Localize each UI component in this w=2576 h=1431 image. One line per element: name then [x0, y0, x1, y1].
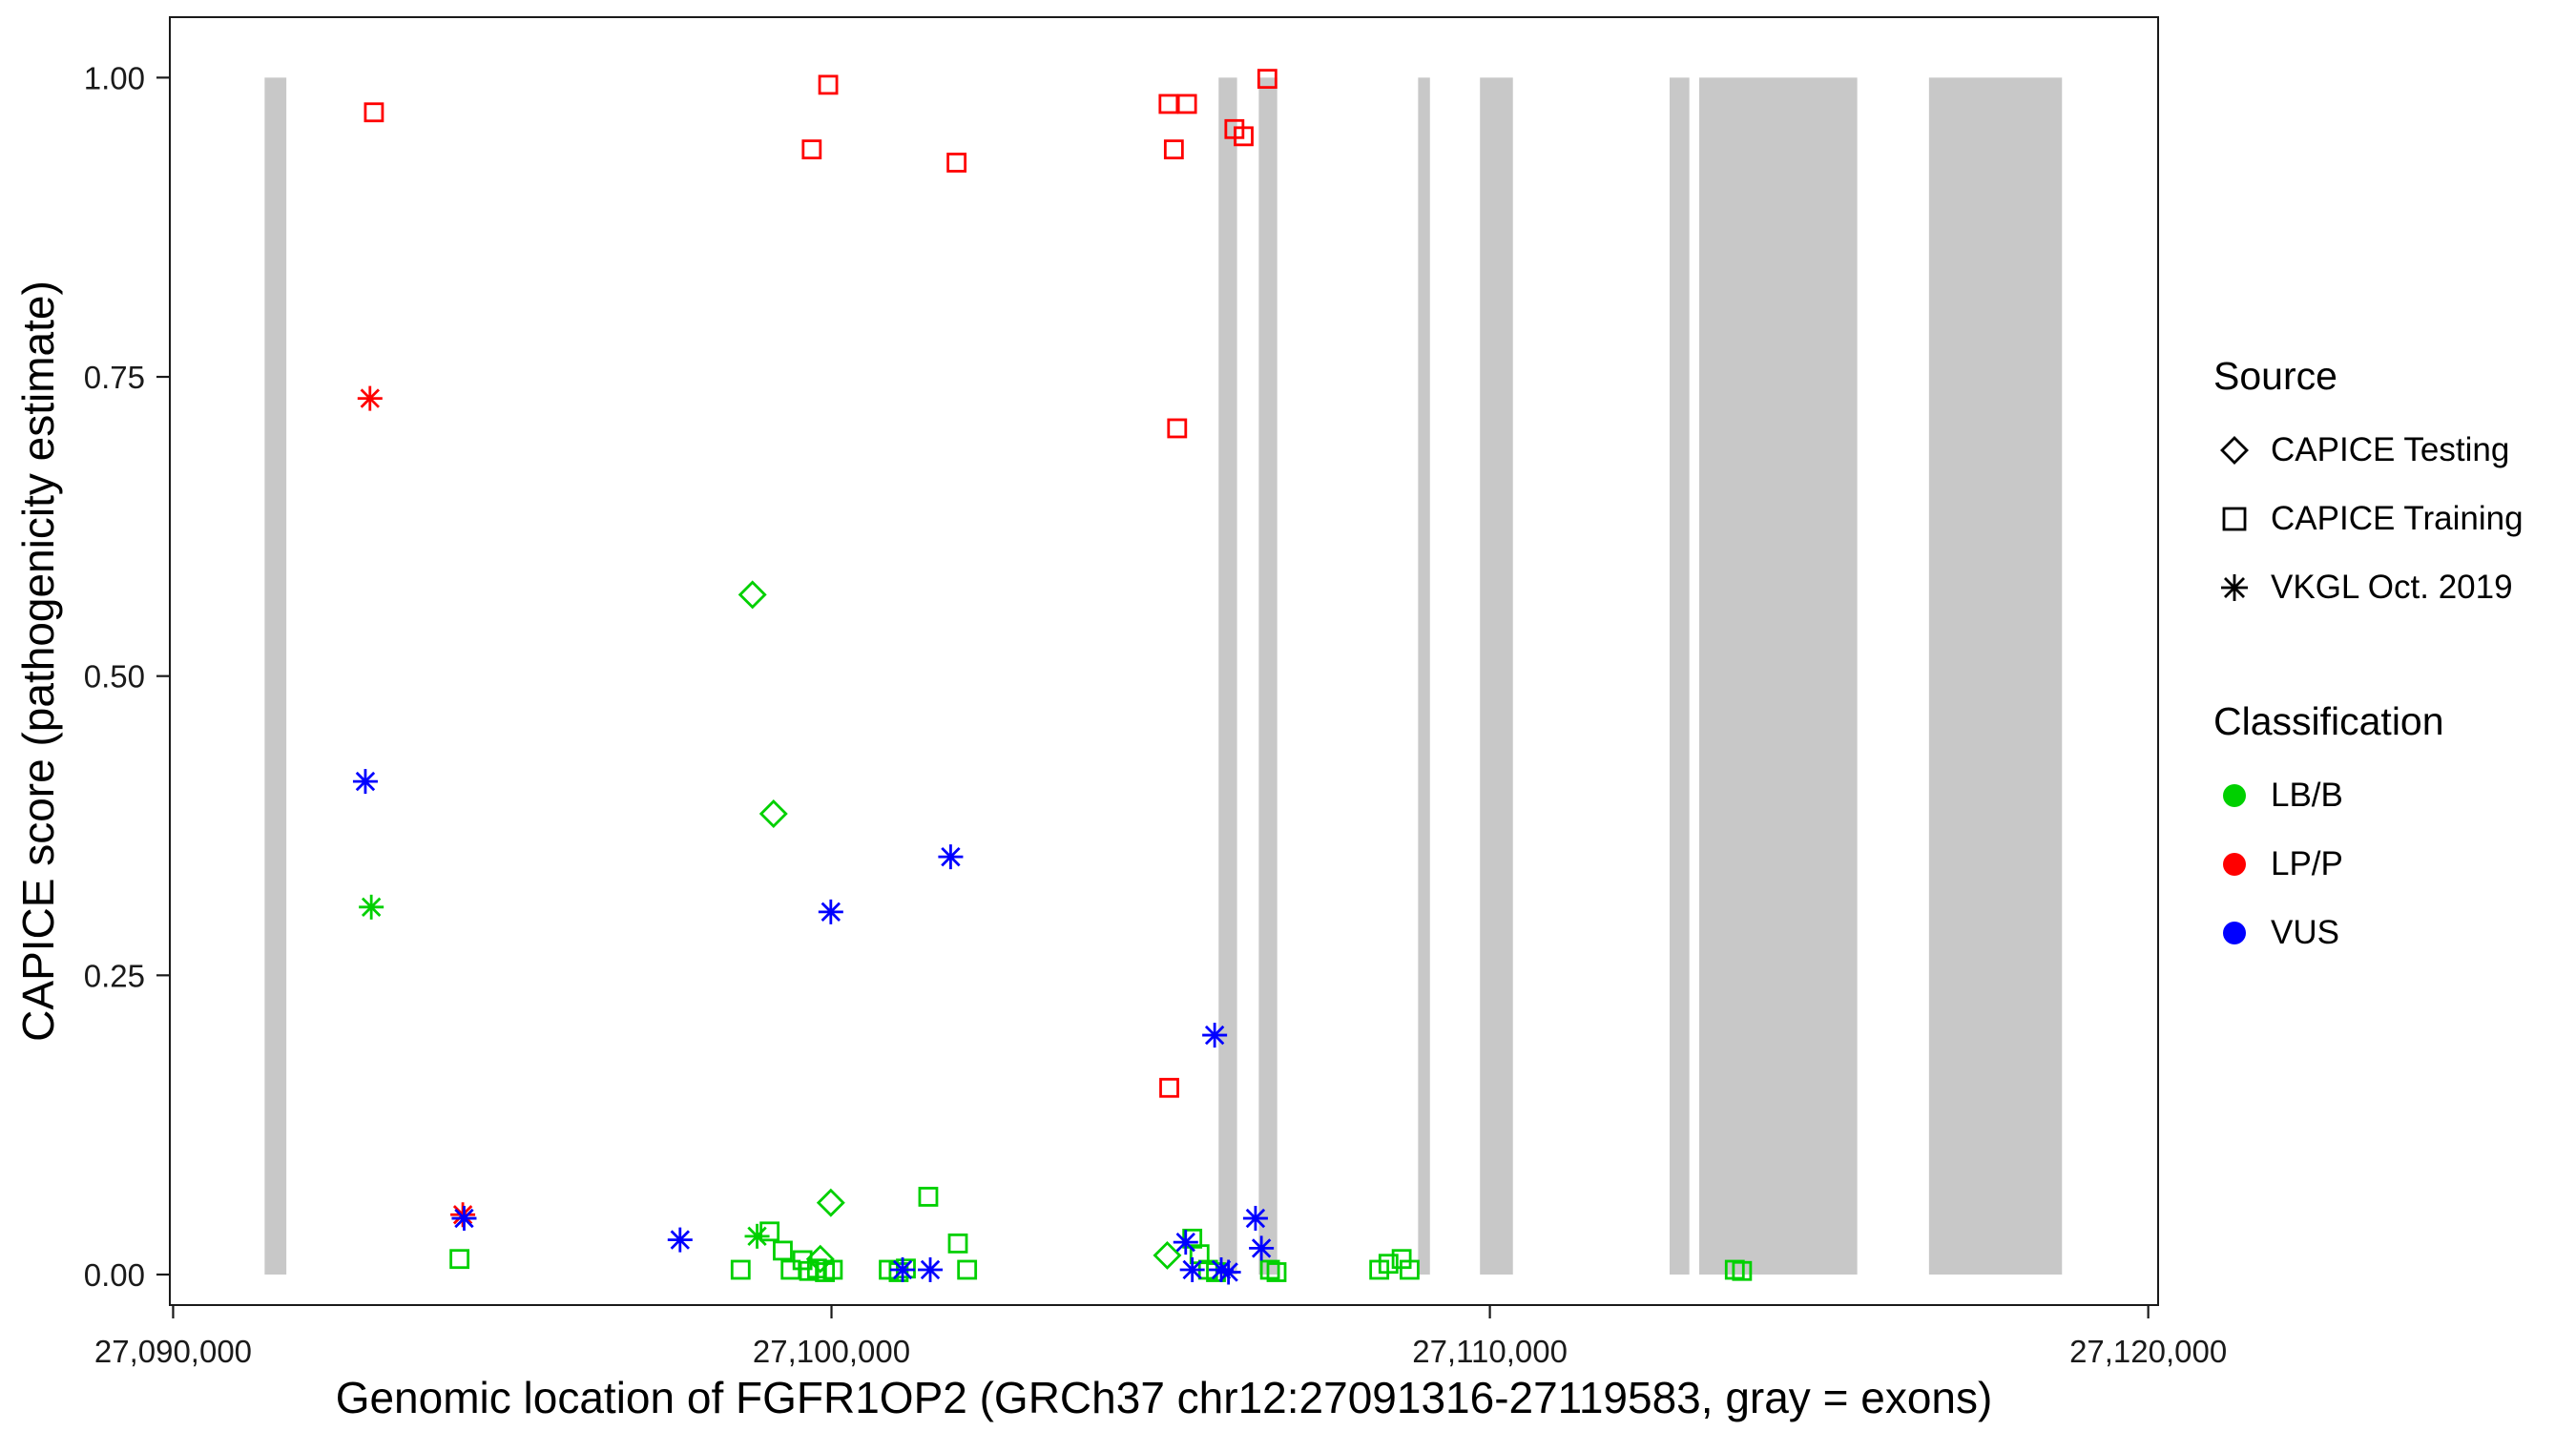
data-point-square [1399, 1259, 1420, 1280]
vus-color-dot-icon [2223, 922, 2246, 944]
data-point-square [957, 1259, 978, 1280]
legend-item-label: LP/P [2271, 845, 2343, 882]
data-point-diamond [816, 1188, 845, 1217]
data-point-square [918, 1187, 939, 1207]
data-point-square [1176, 93, 1197, 114]
panel-border [169, 16, 2159, 1306]
data-point-square [773, 1240, 793, 1261]
asterisk-icon [2221, 574, 2248, 601]
lbb-color-dot-icon [2223, 784, 2246, 807]
x-tick-label: 27,090,000 [94, 1334, 252, 1369]
data-point-asterisk [355, 771, 376, 792]
data-point-square [1158, 93, 1179, 114]
data-point-asterisk [454, 1208, 474, 1229]
legend-classification-group: Classification LB/B LP/P VUS [2213, 698, 2524, 967]
data-point-asterisk [1182, 1259, 1202, 1280]
data-point-square [947, 1233, 968, 1254]
data-point-asterisk [1251, 1238, 1272, 1258]
legend-item-label: CAPICE Training [2271, 500, 2524, 537]
data-point-square [449, 1249, 470, 1270]
square-icon [2222, 507, 2247, 531]
exon-band [1928, 77, 2063, 1275]
data-point-square [1732, 1260, 1753, 1281]
y-axis-title: CAPICE score (pathogenicity estimate) [13, 280, 63, 1042]
y-tick-label: 1.00 [84, 60, 145, 95]
legend-item-lbb: LB/B [2213, 761, 2524, 830]
data-point-square [1234, 126, 1254, 147]
lpp-color-dot-icon [2223, 853, 2246, 876]
data-point-asterisk [360, 388, 380, 408]
data-point-square [1167, 418, 1188, 439]
data-point-diamond [737, 580, 767, 610]
data-point-asterisk [892, 1259, 913, 1280]
data-point-asterisk [747, 1226, 767, 1247]
y-tick-label: 0.75 [84, 360, 145, 395]
data-point-square [1259, 1259, 1280, 1280]
y-tick-label: 0.50 [84, 659, 145, 695]
x-tick-label: 27,100,000 [753, 1334, 910, 1369]
data-point-asterisk [1245, 1208, 1266, 1229]
data-point-square [888, 1262, 909, 1282]
x-tick-label: 27,120,000 [2069, 1334, 2227, 1369]
data-point-square [730, 1259, 751, 1280]
data-point-asterisk [1204, 1025, 1225, 1046]
exon-band [1699, 77, 1858, 1275]
legend-item-vus: VUS [2213, 899, 2524, 967]
x-axis-title: Genomic location of FGFR1OP2 (GRCh37 chr… [335, 1373, 1993, 1422]
legend: Source CAPICE Testing CAPICE Training [2213, 353, 2524, 967]
data-point-square [1266, 1262, 1287, 1282]
legend-item-vkgl: VKGL Oct. 2019 [2213, 553, 2524, 622]
data-point-asterisk [670, 1230, 690, 1250]
data-point-asterisk [1175, 1232, 1195, 1253]
x-tick-label: 27,110,000 [1412, 1334, 1568, 1369]
legend-item-label: LB/B [2271, 777, 2343, 814]
legend-item-label: VKGL Oct. 2019 [2271, 569, 2513, 606]
data-point-square [1159, 1077, 1179, 1098]
y-tick-label: 0.25 [84, 958, 145, 993]
legend-source-group: Source CAPICE Testing CAPICE Training [2213, 353, 2524, 622]
data-point-square [1163, 139, 1184, 160]
legend-item-capice-testing: CAPICE Testing [2213, 416, 2524, 485]
exon-band [1480, 77, 1513, 1275]
legend-classification-title: Classification [2213, 699, 2444, 743]
diamond-icon [2220, 436, 2249, 465]
data-point-square [1378, 1254, 1399, 1275]
data-point-diamond [758, 798, 788, 828]
data-point-asterisk [361, 897, 382, 918]
exon-band [1218, 77, 1237, 1275]
exon-band [264, 77, 287, 1275]
legend-source-title: Source [2213, 354, 2337, 398]
legend-item-label: VUS [2271, 914, 2339, 951]
data-point-asterisk [920, 1259, 941, 1280]
exon-band [1669, 77, 1690, 1275]
data-point-square [801, 139, 822, 160]
data-point-square [1257, 69, 1278, 90]
legend-item-label: CAPICE Testing [2271, 431, 2510, 468]
exon-band [1258, 77, 1278, 1275]
exon-band [1418, 77, 1430, 1275]
data-point-asterisk [1211, 1259, 1232, 1280]
legend-item-lpp: LP/P [2213, 830, 2524, 899]
data-point-square [946, 153, 967, 173]
legend-item-capice-training: CAPICE Training [2213, 485, 2524, 553]
data-point-asterisk [941, 846, 961, 867]
data-point-diamond [1153, 1240, 1182, 1270]
data-point-asterisk [821, 902, 841, 923]
y-tick-label: 0.00 [84, 1257, 145, 1293]
data-point-square [364, 102, 384, 123]
data-point-asterisk [1218, 1262, 1238, 1282]
data-point-square [818, 74, 839, 95]
data-point-square [822, 1259, 843, 1280]
